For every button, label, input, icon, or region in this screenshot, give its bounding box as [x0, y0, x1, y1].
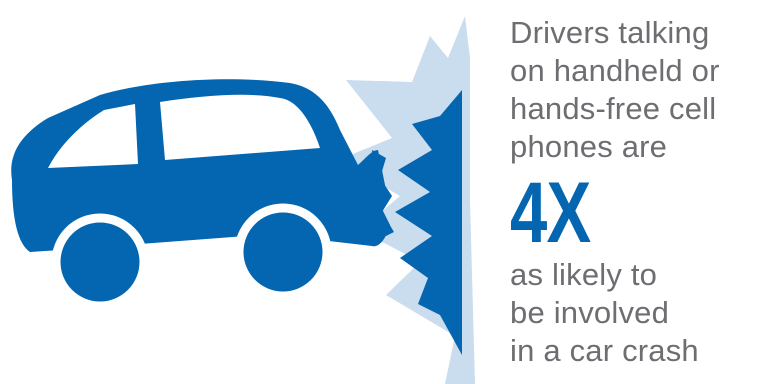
front-wheel: [234, 203, 332, 301]
rear-wheel: [51, 213, 149, 311]
car-crash-icon: [11, 79, 394, 311]
tail-line: as likely to: [510, 257, 658, 292]
impact-star-icon: [395, 90, 462, 355]
lead-line: hands-free cell: [510, 91, 717, 126]
lead-line: on handheld or: [510, 53, 720, 88]
risk-multiplier: 4X: [510, 165, 591, 261]
crash-illustration: [11, 16, 475, 384]
tail-line: in a car crash: [510, 333, 699, 368]
tail-line: be involved: [510, 295, 670, 330]
lead-line: Drivers talking: [510, 15, 710, 50]
lead-line: phones are: [510, 129, 668, 164]
statistic-message: Drivers talking on handheld or hands-fre…: [510, 14, 755, 370]
